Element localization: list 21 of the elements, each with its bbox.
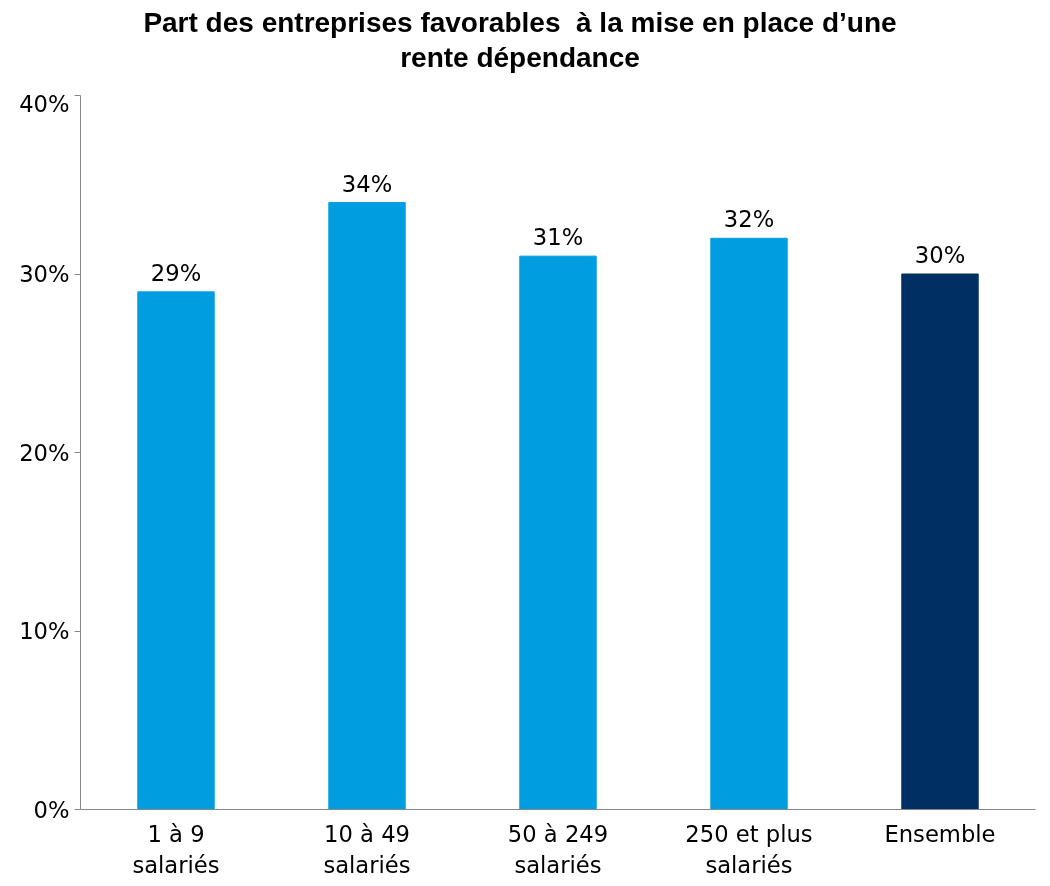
bar xyxy=(137,291,215,810)
bar xyxy=(901,273,979,810)
x-tick-label: 50 à 249 salariés xyxy=(507,820,609,878)
data-label: 30% xyxy=(914,242,966,268)
bar xyxy=(519,255,597,810)
chart-title: Part des entreprises favorables à la mise en place d’une rente dépendance xyxy=(142,6,898,75)
y-tick-label: 0% xyxy=(33,796,70,823)
x-tick-label: 250 et plus salariés xyxy=(685,820,813,878)
x-tick-label: 10 à 49 salariés xyxy=(323,820,411,878)
data-label: 32% xyxy=(723,206,775,233)
y-tick-label: 20% xyxy=(19,439,70,466)
data-label: 29% xyxy=(150,259,202,286)
bar xyxy=(328,202,406,810)
y-tick-label: 10% xyxy=(19,618,70,644)
data-label: 31% xyxy=(532,224,584,251)
x-tick-label: 1 à 9 salariés xyxy=(132,820,220,878)
data-label: 34% xyxy=(341,170,393,197)
x-tick-label: Ensemble xyxy=(884,820,996,847)
y-tick-label: 40% xyxy=(19,90,70,117)
bar xyxy=(710,237,788,810)
y-tick-label: 30% xyxy=(19,261,70,287)
